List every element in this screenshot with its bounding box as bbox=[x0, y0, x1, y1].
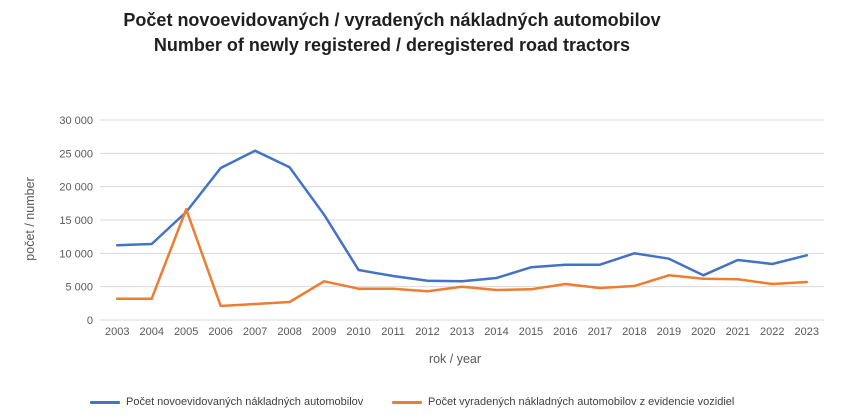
x-tick-label: 2017 bbox=[588, 326, 612, 338]
x-axis-ticks: 2003 2004 2005 2006 2007 2008 2009 2010 2011 2012… bbox=[105, 326, 819, 338]
legend-swatch-deregistered bbox=[392, 400, 422, 404]
x-tick-label: 2016 bbox=[553, 326, 577, 338]
data-point-0 bbox=[219, 167, 222, 169]
x-tick-label: 2018 bbox=[622, 326, 646, 338]
x-tick-label: 2012 bbox=[415, 326, 439, 338]
data-point-0 bbox=[288, 166, 291, 169]
x-tick-label: 2019 bbox=[657, 326, 681, 338]
data-point-1 bbox=[702, 277, 705, 280]
x-axis-label: rok / year bbox=[429, 352, 481, 366]
data-point-1 bbox=[633, 285, 636, 287]
chart-title-line2: Number of newly registered / deregistere… bbox=[153, 35, 631, 55]
y-tick-label: 25 000 bbox=[59, 148, 93, 160]
data-point-0 bbox=[667, 257, 670, 260]
x-tick-label: 2015 bbox=[519, 326, 543, 338]
x-tick-label: 2010 bbox=[346, 326, 370, 338]
y-tick-label: 30 000 bbox=[59, 115, 93, 127]
legend-swatch-new bbox=[90, 400, 120, 404]
data-point-1 bbox=[357, 287, 360, 290]
data-point-1 bbox=[667, 274, 670, 277]
legend-label-new: Počet novoevidovaných nákladných automob… bbox=[126, 396, 364, 408]
data-point-1 bbox=[771, 283, 774, 285]
data-point-0 bbox=[805, 254, 808, 257]
data-point-1 bbox=[254, 303, 257, 305]
data-point-1 bbox=[288, 301, 291, 303]
series-line-0 bbox=[115, 149, 809, 283]
y-tick-label: 0 bbox=[87, 315, 93, 327]
y-tick-label: 10 000 bbox=[59, 248, 93, 260]
data-point-1 bbox=[598, 287, 601, 289]
data-point-0 bbox=[357, 269, 360, 271]
chart-title-line1: Počet novoevidovaných / vyradených nákla… bbox=[123, 10, 661, 30]
legend-item-new: Počet novoevidovaných nákladných automob… bbox=[90, 396, 363, 408]
x-tick-label: 2006 bbox=[208, 326, 232, 338]
x-tick-label: 2009 bbox=[312, 326, 336, 338]
data-point-0 bbox=[461, 280, 463, 283]
x-tick-label: 2021 bbox=[726, 326, 750, 338]
gridlines bbox=[100, 119, 824, 321]
data-point-1 bbox=[426, 290, 429, 293]
data-point-1 bbox=[461, 285, 463, 288]
legend-item-deregistered: Počet vyradených nákladných automobilov … bbox=[392, 396, 734, 408]
data-point-1 bbox=[805, 281, 808, 283]
data-point-0 bbox=[150, 243, 153, 245]
data-point-0 bbox=[771, 263, 774, 265]
data-point-1 bbox=[150, 297, 153, 300]
data-point-0 bbox=[495, 277, 498, 279]
x-tick-label: 2020 bbox=[691, 326, 715, 338]
data-point-1 bbox=[219, 305, 222, 307]
x-tick-label: 2022 bbox=[760, 326, 784, 338]
legend-label-deregistered: Počet vyradených nákladných automobilov … bbox=[428, 396, 735, 408]
x-tick-label: 2004 bbox=[139, 326, 163, 338]
y-tick-label: 5 000 bbox=[65, 282, 93, 294]
x-tick-label: 2008 bbox=[277, 326, 301, 338]
data-point-1 bbox=[323, 280, 326, 283]
data-point-0 bbox=[323, 213, 326, 216]
chart-title: Počet novoevidovaných / vyradených nákla… bbox=[0, 8, 844, 58]
legend: Počet novoevidovaných nákladných automob… bbox=[0, 396, 844, 414]
data-point-0 bbox=[529, 266, 532, 269]
data-point-0 bbox=[564, 263, 567, 266]
data-point-0 bbox=[254, 149, 257, 152]
data-point-1 bbox=[185, 208, 188, 211]
x-tick-label: 2003 bbox=[105, 326, 129, 338]
data-point-0 bbox=[392, 275, 395, 277]
series-lines bbox=[115, 149, 809, 308]
data-point-0 bbox=[598, 263, 601, 266]
x-tick-label: 2007 bbox=[243, 326, 267, 338]
y-axis-ticks: 0 5 000 10 000 15 000 20 000 25 000 30 000 bbox=[59, 115, 93, 327]
x-tick-label: 2014 bbox=[484, 326, 508, 338]
data-point-1 bbox=[392, 287, 395, 290]
data-point-0 bbox=[116, 244, 119, 247]
data-point-0 bbox=[736, 259, 739, 261]
data-point-0 bbox=[702, 274, 705, 277]
series-line-1 bbox=[115, 208, 809, 308]
x-tick-label: 2023 bbox=[795, 326, 819, 338]
x-tick-label: 2013 bbox=[450, 326, 474, 338]
data-point-1 bbox=[495, 289, 498, 291]
x-tick-label: 2011 bbox=[381, 326, 405, 338]
data-point-0 bbox=[426, 279, 429, 282]
y-tick-label: 15 000 bbox=[59, 215, 93, 227]
y-axis-label: počet / number bbox=[23, 177, 37, 260]
data-point-1 bbox=[116, 297, 119, 300]
x-tick-label: 2005 bbox=[174, 326, 198, 338]
data-point-1 bbox=[736, 278, 739, 281]
data-point-1 bbox=[564, 283, 567, 285]
data-point-1 bbox=[529, 288, 532, 291]
data-point-0 bbox=[633, 252, 636, 255]
y-tick-label: 20 000 bbox=[59, 182, 93, 194]
